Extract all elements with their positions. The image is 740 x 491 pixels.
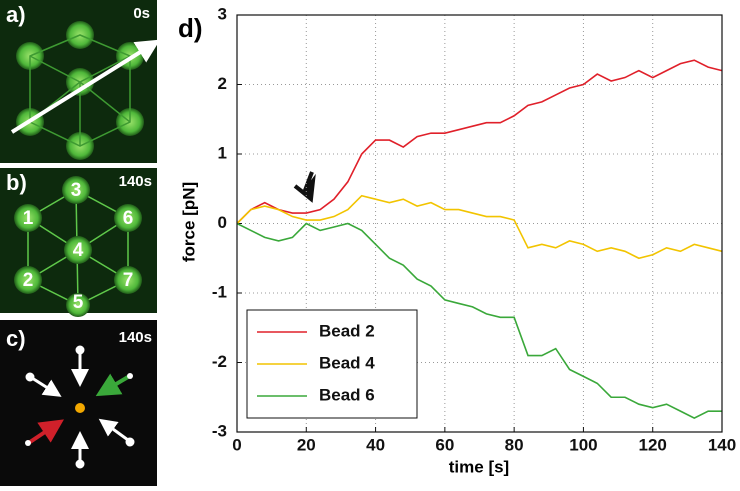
y-tick-label: 1 — [218, 143, 227, 162]
plot-frame — [236, 14, 723, 433]
y-tick-label: -3 — [212, 421, 227, 440]
legend-label: Bead 4 — [319, 353, 375, 372]
x-tick-label: 20 — [297, 435, 316, 454]
x-tick-label: 0 — [232, 435, 241, 454]
y-axis-label: force [pN] — [179, 182, 198, 262]
y-tick-label: 3 — [218, 4, 227, 23]
series-line — [236, 222, 722, 419]
annotation-arrow — [293, 171, 316, 203]
y-tick-label: 0 — [218, 213, 227, 232]
bead-label: 5 — [73, 292, 84, 313]
x-tick-label: 100 — [569, 435, 597, 454]
panel-b: 3 1 6 4 2 7 5 b) 140s — [0, 168, 157, 317]
panel-label: b) — [6, 170, 27, 195]
x-axis-label: time [s] — [449, 457, 509, 476]
panel-c: c) 140s — [0, 320, 157, 486]
panel-time: 140s — [119, 329, 152, 346]
legend: Bead 2 Bead 4 Bead 6 — [246, 309, 418, 419]
x-tick-label: 80 — [505, 435, 524, 454]
y-tick-label: 2 — [218, 74, 227, 93]
bead-label: 2 — [23, 270, 34, 291]
bead-label: 3 — [71, 180, 82, 201]
y-tick-label: -1 — [212, 282, 227, 301]
y-tick-label: -2 — [212, 352, 227, 371]
bead-label: 6 — [123, 208, 134, 229]
bead-label: 7 — [123, 270, 134, 291]
bead-label: 4 — [73, 240, 84, 261]
series-line — [236, 194, 723, 260]
x-tick-label: 120 — [639, 435, 667, 454]
bead-label: 1 — [23, 208, 34, 229]
legend-label: Bead 2 — [319, 321, 375, 340]
x-tick-label: 40 — [366, 435, 385, 454]
series-line — [236, 59, 723, 225]
x-tick-label: 140 — [708, 435, 736, 454]
panel-label: c) — [6, 326, 26, 351]
panel-label: d) — [178, 13, 203, 43]
panel-time: 0s — [133, 5, 150, 22]
panel-a: a) 0s — [0, 0, 161, 163]
legend-label: Bead 6 — [319, 385, 375, 404]
panel-label: a) — [6, 2, 26, 27]
x-tick-label: 60 — [435, 435, 454, 454]
panel-time: 140s — [119, 173, 152, 190]
